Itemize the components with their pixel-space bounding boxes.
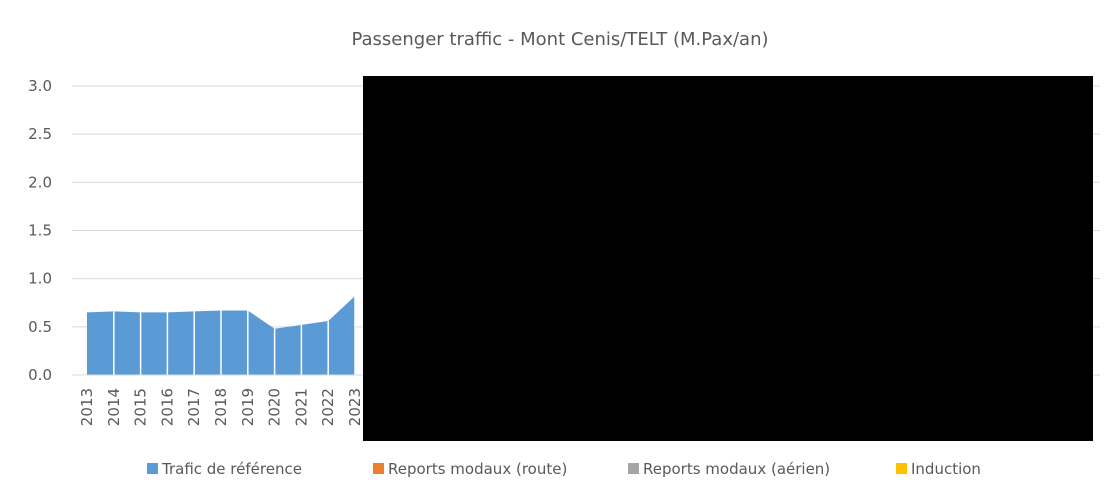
y-tick-label: 0.0 — [28, 366, 52, 384]
x-tick-label: 2023 — [346, 388, 364, 426]
y-tick-label: 0.5 — [28, 318, 52, 336]
legend-label: Reports modaux (route) — [388, 460, 567, 478]
y-tick-label: 2.5 — [28, 125, 52, 143]
x-tick-label: 2015 — [132, 388, 150, 426]
legend-swatch — [147, 463, 158, 474]
x-tick-label: 2014 — [105, 388, 123, 426]
x-tick-label: 2017 — [185, 388, 203, 426]
x-tick-label: 2021 — [292, 388, 310, 426]
y-tick-label: 3.0 — [28, 77, 52, 95]
x-tick-label: 2022 — [319, 388, 337, 426]
y-tick-label: 2.0 — [28, 173, 52, 191]
redaction — [363, 76, 1093, 441]
x-tick-label: 2020 — [266, 388, 284, 426]
y-tick-label: 1.0 — [28, 270, 52, 288]
legend-label: Reports modaux (aérien) — [643, 460, 830, 478]
legend-swatch — [896, 463, 907, 474]
legend-swatch — [373, 463, 384, 474]
x-tick-label: 2018 — [212, 388, 230, 426]
x-tick-label: 2013 — [78, 388, 96, 426]
legend-label: Trafic de référence — [161, 460, 302, 478]
x-tick-label: 2016 — [158, 388, 176, 426]
chart-title: Passenger traffic - Mont Cenis/TELT (M.P… — [351, 29, 768, 50]
y-tick-label: 1.5 — [28, 222, 52, 240]
x-tick-label: 2019 — [239, 388, 257, 426]
legend-label: Induction — [911, 460, 981, 478]
legend-swatch — [628, 463, 639, 474]
